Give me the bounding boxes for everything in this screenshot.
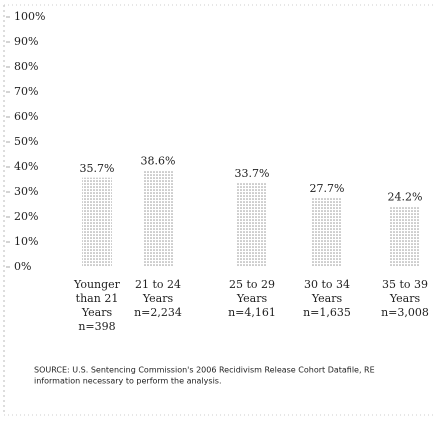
x-tick-label: Younger	[73, 278, 121, 291]
y-tick-label: 50%	[14, 135, 38, 148]
x-tick-label: Years	[81, 306, 113, 319]
value-label: 27.7%	[310, 182, 345, 195]
x-tick-label: Years	[311, 292, 343, 305]
y-tick-label: 60%	[14, 110, 38, 123]
x-tick-label: 25 to 29	[229, 278, 275, 291]
y-tick-label: 100%	[14, 10, 45, 23]
x-tick-label: 30 to 34	[304, 278, 350, 291]
y-tick-label: 40%	[14, 160, 38, 173]
bar	[312, 197, 342, 267]
y-tick-label: 30%	[14, 185, 38, 198]
x-tick-label: n=2,234	[134, 306, 182, 319]
y-tick-label: 90%	[14, 35, 38, 48]
y-tick-label: 80%	[14, 60, 38, 73]
source-note: SOURCE: U.S. Sentencing Commission's 200…	[34, 366, 375, 375]
x-tick-label: 21 to 24	[135, 278, 181, 291]
x-tick-label: Years	[389, 292, 421, 305]
x-tick-label: Years	[142, 292, 174, 305]
y-tick-label: 10%	[14, 235, 38, 248]
x-tick-label: Years	[236, 292, 268, 305]
y-tick-label: 0%	[14, 260, 31, 273]
y-tick-label: 20%	[14, 210, 38, 223]
bar	[82, 177, 112, 267]
x-tick-label: n=398	[78, 320, 115, 333]
x-tick-label: than 21	[76, 292, 119, 305]
x-tick-label: n=1,635	[303, 306, 351, 319]
x-tick-label: 35 to 39	[382, 278, 428, 291]
value-label: 38.6%	[141, 155, 176, 168]
source-note: information necessary to perform the ana…	[34, 377, 222, 386]
x-tick-label: n=3,008	[381, 306, 429, 319]
bar	[390, 206, 420, 267]
bar	[237, 182, 267, 267]
value-label: 24.2%	[388, 191, 423, 204]
value-label: 35.7%	[80, 162, 115, 175]
value-label: 33.7%	[235, 167, 270, 180]
bar	[143, 170, 173, 267]
x-tick-label: n=4,161	[228, 306, 276, 319]
y-tick-label: 70%	[14, 85, 38, 98]
